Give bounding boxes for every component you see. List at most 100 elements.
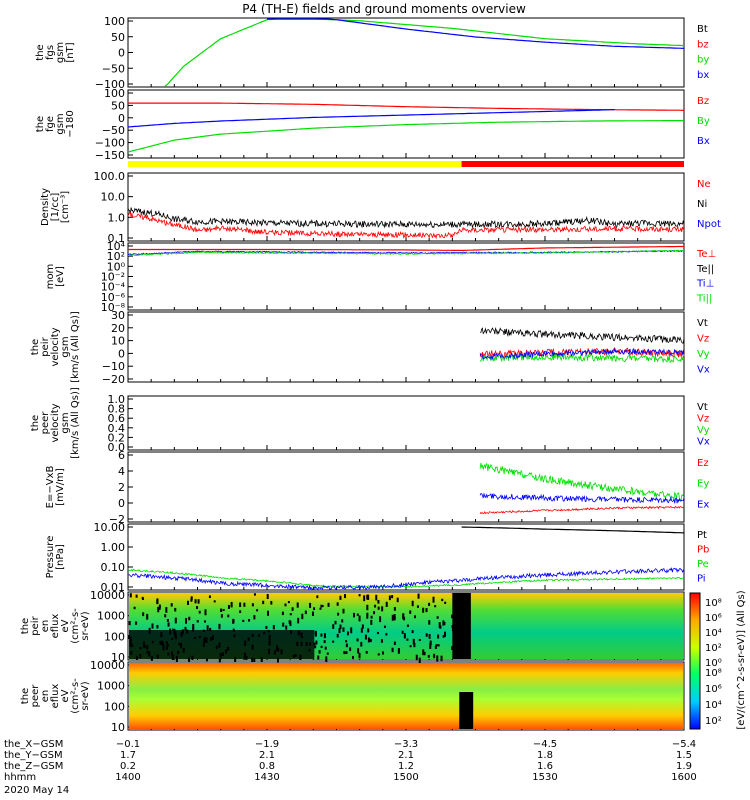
spectrogram-gap	[253, 593, 256, 596]
spectrogram-gap	[260, 657, 263, 662]
y-tick-label: −50	[102, 62, 125, 75]
spectrogram-gap	[356, 638, 359, 642]
spectrogram-gap	[297, 617, 300, 621]
y-axis-label-line: the	[35, 116, 46, 132]
spectrogram-gap	[417, 593, 420, 599]
y-tick-label: 0.2	[108, 431, 126, 444]
figure-title: P4 (TH-E) fields and ground moments over…	[242, 2, 526, 16]
spectrogram-gap	[366, 615, 369, 619]
spectrogram-gap	[314, 645, 317, 649]
y-axis-label-density: Density [1/cc] [cm⁻³]	[40, 188, 71, 226]
x-row-label: the_Z−GSM	[4, 761, 63, 772]
spectrogram-gap	[393, 641, 396, 646]
x-row-value: 1.9	[676, 761, 692, 772]
spectrogram-gap	[444, 631, 447, 637]
spectrogram-gap	[345, 651, 348, 654]
legend-entry: Vz	[697, 334, 709, 345]
legend-fge: Bz By Bx	[697, 96, 710, 147]
spectrogram-gap	[437, 644, 440, 647]
spectrogram-frame	[127, 591, 685, 661]
spectrogram-gap	[373, 611, 376, 615]
spectrogram-gap	[358, 594, 361, 597]
spectrogram-gap	[194, 599, 197, 604]
spectrogram-gap	[151, 623, 154, 629]
spectrogram-gap	[364, 634, 367, 640]
spectrogram-gap	[406, 638, 409, 641]
y-tick-label: 10.00	[94, 521, 126, 534]
spectrogram-gap	[135, 621, 138, 625]
spectrogram-gap	[318, 650, 321, 654]
spectrogram-gap	[451, 614, 454, 619]
y-axis-label-line: eflux	[50, 684, 61, 709]
y-tick-label: 100	[104, 87, 125, 100]
spectrogram-gap	[377, 600, 380, 604]
spectrogram-gap	[451, 646, 454, 650]
y-tick-label: 10⁰	[107, 260, 126, 273]
spectrogram-gap	[369, 638, 372, 643]
spectrogram-gap	[414, 615, 417, 619]
y-axis-label-line: velocity	[50, 327, 61, 366]
spectrogram-gap	[164, 614, 167, 618]
series-fge-Bx	[127, 109, 615, 128]
spectrogram-gap	[172, 628, 175, 631]
spectrogram-frame	[127, 661, 685, 731]
y-tick-label: 0.01	[101, 581, 126, 594]
y-axis-label-line: en	[40, 690, 51, 703]
y-tick-label: 0	[118, 112, 125, 125]
y-tick-label: −100	[95, 137, 125, 150]
spectrogram-gap	[325, 656, 328, 662]
series-efield-Ez	[479, 505, 684, 515]
spectrogram-gap	[158, 604, 161, 609]
series-temp-Ti	[127, 249, 685, 257]
y-axis-label-line: gsm	[60, 336, 71, 357]
spectrogram-gap	[287, 600, 290, 604]
y-tick-label: 1.0	[108, 211, 126, 224]
spectrogram-gap	[413, 642, 416, 648]
spectrogram-gap	[282, 622, 285, 627]
x-row-label: the_Y−GSM	[4, 750, 63, 761]
y-axis-label-peer_spec: the peer en eflux eV (cm²-s-sr-eV)	[20, 678, 91, 714]
y-axis-label-fgs: the fgs gsm [nT]	[35, 42, 76, 63]
y-tick-label: 100.0	[94, 170, 126, 183]
spectrogram-gap	[411, 630, 414, 634]
colorbar-tick-label: 10²	[705, 716, 722, 727]
y-tick-label: 10⁻²	[101, 271, 125, 284]
spectrogram-gap	[291, 607, 294, 611]
spectrogram-gap	[184, 626, 187, 631]
spectrogram-gap	[319, 607, 322, 610]
spectrogram-gap	[190, 596, 193, 601]
colorbar-tick-label: 10⁸	[705, 668, 722, 679]
spectrogram-gap	[129, 593, 132, 598]
spectrogram-gap	[425, 608, 428, 613]
y-axis-label-line: peer	[30, 684, 41, 708]
y-axis-label-fge: the fge gsm −180	[35, 110, 76, 137]
y-tick-label: 0	[118, 347, 125, 360]
spectrogram-gap	[165, 607, 168, 613]
spectrogram-gap	[436, 616, 439, 619]
x-row-value: 0.2	[120, 761, 136, 772]
x-row-value: 1530	[532, 772, 557, 783]
legend-entry: Ey	[697, 479, 709, 490]
spectrogram-gap	[409, 610, 412, 614]
spectrogram-gap	[397, 648, 400, 654]
y-axis-label-line: [nT]	[65, 42, 76, 62]
spectrogram-gap	[272, 625, 275, 630]
spectrogram-gap	[418, 638, 421, 642]
spectrogram-gap	[320, 645, 323, 649]
spectrogram-gap	[367, 628, 370, 633]
spectrogram-gap	[129, 630, 315, 659]
spectrogram-gap	[415, 654, 418, 661]
y-axis-label-efield: E=−VxB [mV/m]	[45, 466, 66, 509]
spectrogram-gap	[377, 653, 380, 656]
y-axis-label-peer_vel: the peer velocity gsm [km/s (All Qs)]	[30, 387, 81, 459]
spectrogram-gap	[452, 593, 471, 659]
spectrogram-gap	[411, 600, 414, 607]
spectrogram-gap	[342, 608, 345, 614]
y-tick-label: 1.00	[101, 541, 126, 554]
spectrogram-gap	[427, 654, 430, 658]
legend-entry: Vt	[697, 318, 708, 329]
x-row-value: 1.6	[537, 761, 553, 772]
spectrogram-gap	[336, 602, 339, 606]
